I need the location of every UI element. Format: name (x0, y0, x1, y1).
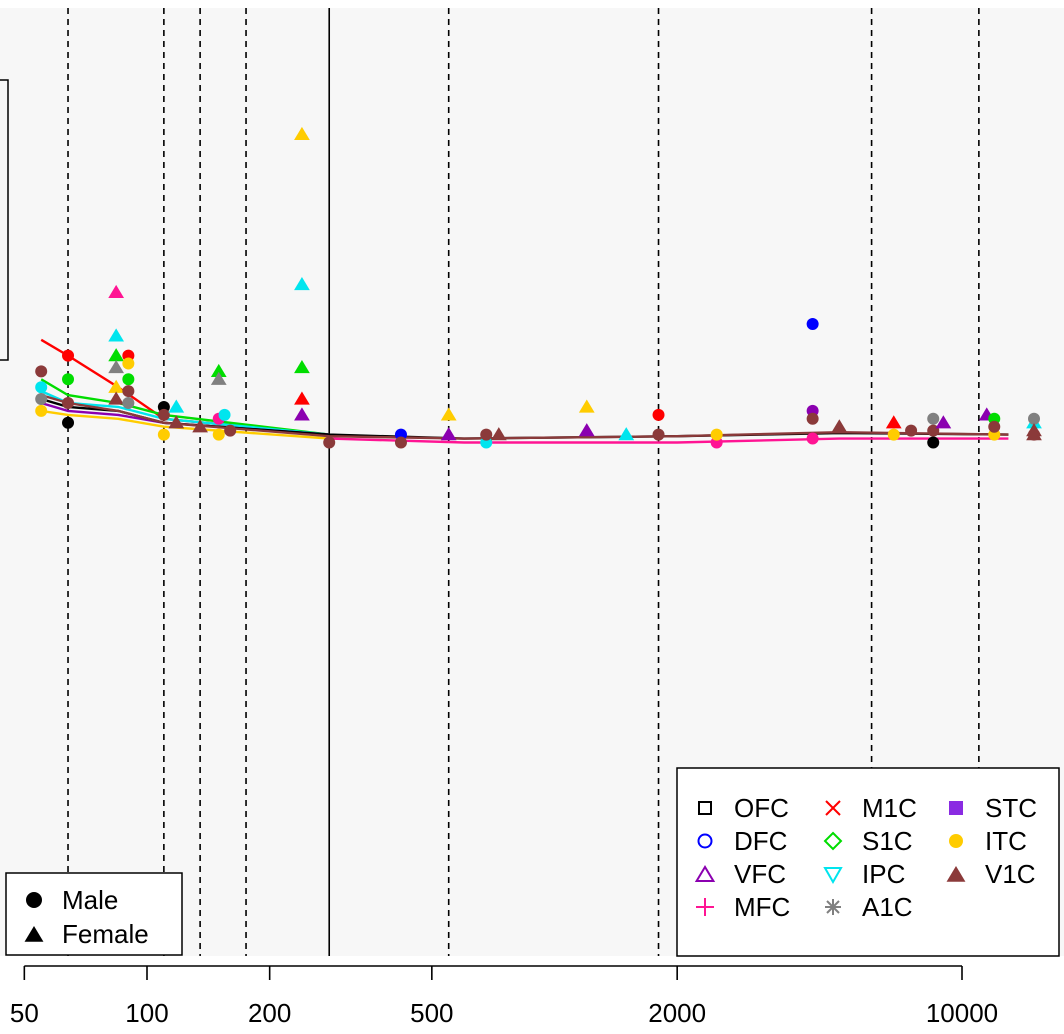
legend-dfc-label: DFC (734, 826, 787, 856)
x-tick-label: 2000 (648, 998, 706, 1028)
legend-dfc-symbol (697, 833, 713, 849)
data-point-female (294, 359, 310, 374)
data-point-male (62, 416, 75, 429)
legend-s1c-symbol (823, 831, 843, 851)
data-point-female (885, 415, 902, 429)
legend-ofc-label: OFC (734, 793, 789, 823)
data-point-male (157, 428, 170, 441)
data-point-male (806, 432, 819, 445)
legend-mfc-label: MFC (734, 892, 790, 922)
legend-m1c-label: M1C (862, 793, 917, 823)
data-point-female (618, 427, 635, 441)
data-point-male (35, 365, 48, 378)
legend-label: Female (62, 919, 149, 949)
data-point-male (710, 428, 723, 441)
legend-a1c-label: A1C (862, 892, 913, 922)
data-point-female (108, 284, 125, 299)
data-point-female (294, 126, 310, 141)
data-point-male (35, 404, 48, 417)
data-point-male (1028, 412, 1040, 425)
legend-v1c-symbol (946, 866, 966, 882)
trend-line (40, 393, 1009, 440)
data-point-female (192, 419, 208, 433)
legend-vfc-symbol (694, 865, 716, 882)
x-axis: 50 100 200 500 2000 10000 (10, 965, 998, 1028)
legend-mfc-symbol (696, 898, 714, 916)
data-point-male (35, 381, 48, 394)
data-point-male (927, 436, 940, 449)
data-point-male (62, 397, 75, 409)
data-points (35, 126, 1042, 449)
data-point-female (168, 399, 185, 413)
data-point-female (168, 415, 185, 429)
data-point-male (905, 424, 918, 437)
legend-s1c-label: S1C (862, 826, 913, 856)
data-point-male (122, 397, 135, 409)
data-point-female (1026, 423, 1042, 437)
data-point-male (652, 408, 665, 421)
x-tick-label: 500 (410, 998, 453, 1028)
reference-lines (67, 8, 980, 956)
data-point-female (210, 371, 227, 385)
data-point-female (578, 399, 595, 413)
legend-vfc-label: VFC (734, 859, 786, 889)
data-point-female (294, 391, 310, 405)
legend-itc-symbol (949, 834, 963, 848)
legend-male-symbol (26, 892, 42, 908)
data-point-male (212, 428, 225, 441)
data-point-male (224, 424, 237, 437)
x-tick-label: 10000 (926, 998, 998, 1028)
data-point-female (935, 415, 952, 429)
legend-a1c-symbol (825, 899, 841, 915)
data-point-female (294, 407, 310, 421)
data-point-male (122, 385, 135, 398)
data-point-male (480, 428, 493, 441)
data-point-female (108, 359, 125, 374)
data-point-female (440, 427, 457, 441)
data-point-female (108, 328, 125, 342)
x-tick-label: 50 (10, 998, 39, 1028)
data-point-male (394, 436, 407, 449)
legend-label: Male (62, 885, 118, 915)
data-point-male (122, 357, 135, 370)
data-point-male (988, 420, 1001, 433)
data-point-male (35, 393, 48, 406)
data-point-male (62, 349, 75, 362)
data-point-male (122, 373, 135, 386)
legend-itc-label: ITC (985, 826, 1027, 856)
data-point-female (578, 423, 595, 437)
legend-ofc-symbol (698, 801, 712, 815)
data-point-male (652, 428, 665, 441)
legend-ipc-symbol (823, 867, 843, 885)
data-point-female (108, 348, 125, 362)
data-point-female (108, 391, 125, 405)
data-point-male (927, 412, 940, 425)
legend-ipc-label: IPC (862, 859, 905, 889)
data-point-male (62, 373, 75, 386)
x-tick-label: 200 (248, 998, 291, 1028)
data-point-female (831, 419, 848, 433)
data-point-male (218, 408, 231, 421)
sex-legend: Male Female (5, 872, 183, 956)
legend-stc-label: STC (985, 793, 1037, 823)
data-point-male (806, 412, 819, 425)
data-point-female (490, 427, 507, 441)
clipped-box (0, 79, 9, 361)
data-point-female (210, 363, 227, 378)
data-point-female (108, 379, 125, 393)
data-point-male (887, 428, 900, 441)
legend-female-symbol (24, 926, 44, 942)
region-legend-box (676, 767, 1060, 957)
legend-m1c-symbol (825, 800, 841, 816)
legend-stc-symbol (949, 801, 963, 815)
data-point-female (440, 407, 457, 421)
data-point-male (806, 318, 819, 330)
data-point-male (157, 408, 170, 421)
legend-v1c-label: V1C (985, 859, 1036, 889)
data-point-male (323, 436, 336, 449)
data-point-female (294, 277, 310, 291)
x-tick-label: 100 (125, 998, 168, 1028)
